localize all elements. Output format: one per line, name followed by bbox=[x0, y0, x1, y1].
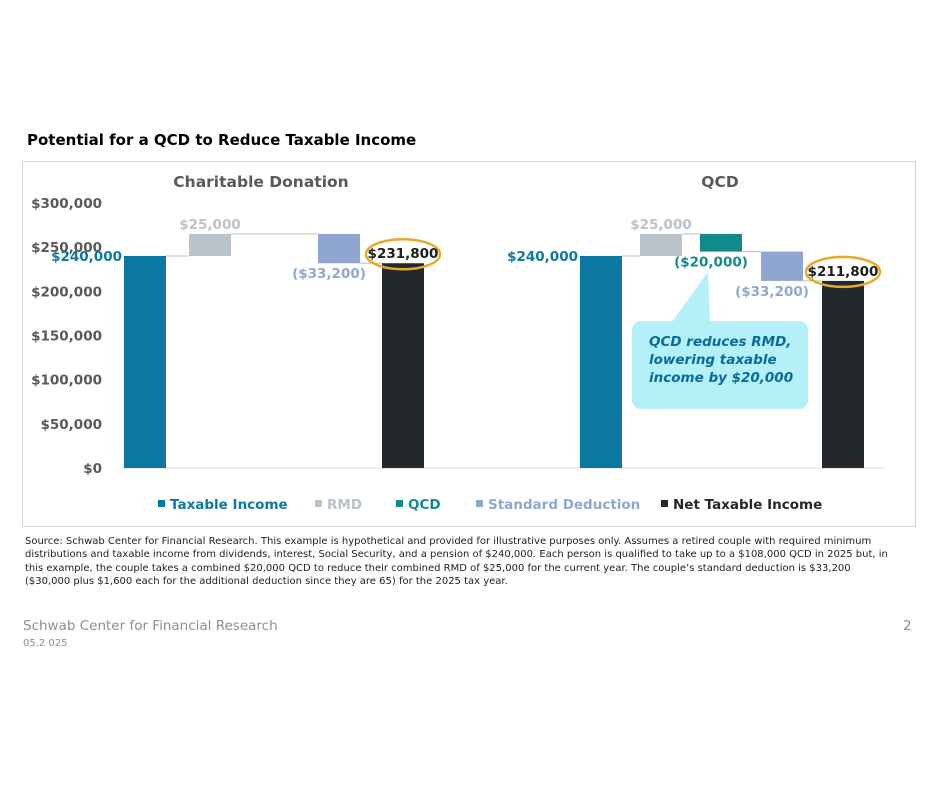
page-number: 2 bbox=[903, 618, 912, 634]
legend-swatch-rmd bbox=[315, 500, 322, 507]
data-label: ($33,200) bbox=[735, 284, 809, 300]
callout-text: lowering taxable bbox=[649, 352, 777, 368]
legend-label: Net Taxable Income bbox=[673, 497, 822, 513]
bar-qcd-standard-deduction bbox=[761, 251, 803, 281]
group-title: QCD bbox=[701, 173, 739, 191]
footer-date: 05.2 025 bbox=[23, 638, 68, 649]
legend-label: Standard Deduction bbox=[488, 497, 640, 513]
page-title: Potential for a QCD to Reduce Taxable In… bbox=[27, 131, 417, 149]
data-label: $25,000 bbox=[179, 217, 241, 233]
callout-box bbox=[632, 321, 808, 409]
legend-swatch-net-taxable-income bbox=[661, 500, 668, 507]
callout-text: QCD reduces RMD, bbox=[649, 334, 791, 350]
bar-charitable-donation-taxable-income bbox=[124, 256, 166, 468]
highlight-circle bbox=[804, 255, 882, 289]
bar-qcd-qcd bbox=[700, 233, 742, 252]
data-label: ($33,200) bbox=[292, 266, 366, 282]
y-tick-label: $300,000 bbox=[31, 196, 102, 212]
bar-charitable-donation-net-taxable-income bbox=[382, 263, 424, 468]
y-tick-label: $0 bbox=[83, 461, 102, 477]
bar-charitable-donation-standard-deduction bbox=[318, 233, 360, 264]
y-tick-label: $150,000 bbox=[31, 329, 102, 345]
data-label: $231,800 bbox=[368, 246, 439, 262]
chart-frame: $0 $50,000 $100,000 $150,000 $200,000 $250,00… bbox=[22, 161, 916, 527]
y-tick-label: $50,000 bbox=[41, 417, 103, 433]
callout-pointer bbox=[672, 271, 710, 322]
group-title: Charitable Donation bbox=[173, 173, 348, 191]
data-label: $240,000 bbox=[507, 249, 578, 265]
data-label: ($20,000) bbox=[674, 255, 748, 271]
legend-label: Taxable Income bbox=[170, 497, 288, 513]
footer-organization: Schwab Center for Financial Research bbox=[23, 618, 278, 634]
bar-charitable-donation-rmd bbox=[189, 233, 231, 256]
data-label: $211,800 bbox=[808, 264, 879, 280]
highlight-circle bbox=[364, 237, 442, 271]
bar-qcd-taxable-income bbox=[580, 256, 622, 468]
y-tick-label: $200,000 bbox=[31, 284, 102, 300]
waterfall-chart: $0 $50,000 $100,000 $150,000 $200,000 $250,00… bbox=[31, 173, 885, 513]
legend-swatch-standard-deduction bbox=[476, 500, 483, 507]
legend-swatch-taxable-income bbox=[158, 500, 165, 507]
bar-qcd-net-taxable-income bbox=[822, 280, 864, 468]
data-label: $240,000 bbox=[51, 249, 122, 265]
legend-swatch-qcd bbox=[396, 500, 403, 507]
y-tick-label: $100,000 bbox=[31, 373, 102, 389]
legend-label: QCD bbox=[408, 497, 441, 513]
data-label: $25,000 bbox=[630, 217, 692, 233]
bar-qcd-rmd bbox=[640, 233, 682, 256]
legend-label: RMD bbox=[327, 497, 362, 513]
source-note: Source: Schwab Center for Financial Rese… bbox=[25, 536, 888, 588]
y-tick-label: $250,000 bbox=[31, 240, 102, 256]
callout-text: income by $20,000 bbox=[649, 370, 793, 386]
